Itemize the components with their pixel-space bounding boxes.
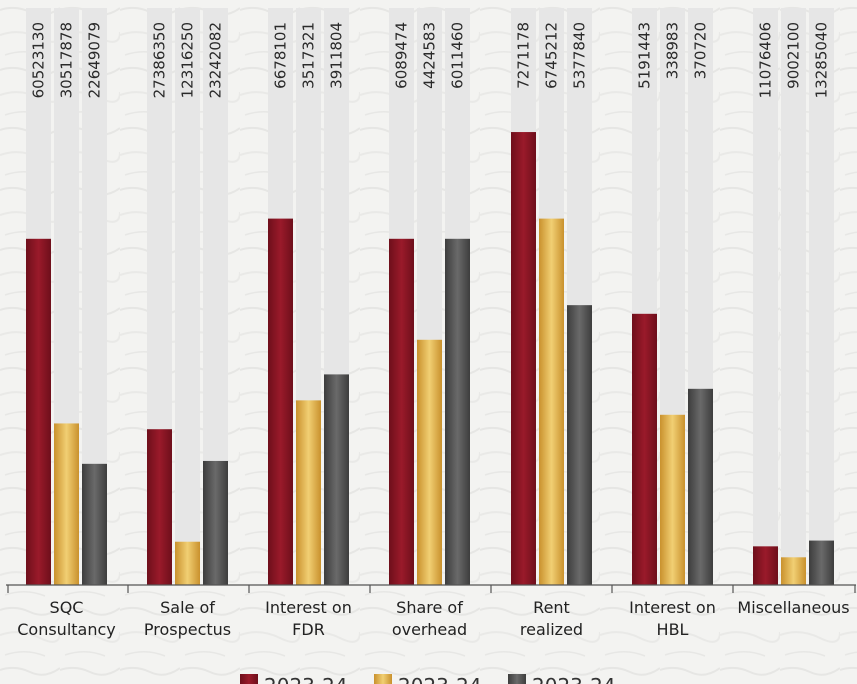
bar-0-0 [26,238,51,586]
value-label: 13285040 [813,22,831,98]
value-label: 5377840 [571,22,589,89]
value-label: 6745212 [543,22,561,89]
value-label: 9002100 [785,22,803,89]
category-label: Interest on FDR [265,598,352,639]
legend-swatch [240,674,258,684]
value-label: 338983 [664,22,682,79]
category-label: SQC Consultancy [17,598,116,639]
labels-layer: 60523130 30517878 22649079 27386350 12316250… [30,22,831,98]
bars-layer [26,8,834,586]
bar-4-0 [511,132,536,585]
category-label: Share of overhead [392,598,467,639]
bar-track [753,8,778,585]
bar-5-0 [632,313,657,585]
bar-6-2 [809,540,834,585]
value-label: 370720 [692,22,710,79]
bar-3-1 [417,339,442,585]
value-label: 6678101 [272,22,290,89]
x-axis: SQC Consultancy Sale of Prospectus Interest … [6,584,856,639]
bar-1-1 [175,541,200,585]
category-label: Sale of Prospectus [144,598,231,639]
legend-swatch [374,674,392,684]
bar-1-0 [147,429,172,585]
bar-6-1 [781,557,806,585]
value-label: 5191443 [636,22,654,89]
category-label: Interest on HBL [629,598,716,639]
bar-5-2 [688,388,713,585]
bar-6-0 [753,546,778,585]
value-label: 11076406 [757,22,775,98]
bar-3-2 [445,238,470,586]
category-label: Miscellaneous [737,598,849,617]
category-label: Rent realized [520,598,583,639]
value-label: 60523130 [30,22,48,98]
value-label: 4424583 [421,22,439,89]
legend-label: 2023-24 [398,674,482,684]
value-label: 23242082 [207,22,225,98]
value-label: 30517878 [58,22,76,98]
value-label: 27386350 [151,22,169,98]
value-label: 6089474 [393,22,411,89]
legend-label: 2023-24 [532,674,616,684]
value-label: 12316250 [179,22,197,98]
bar-track [781,8,806,585]
value-label: 6011460 [449,22,467,89]
bar-2-0 [268,218,293,586]
legend-label: 2023-24 [264,674,348,684]
value-label: 22649079 [86,22,104,98]
bar-2-2 [324,374,349,585]
bar-3-0 [389,238,414,586]
value-label: 3911804 [328,22,346,89]
bar-4-2 [567,305,592,585]
bar-0-1 [54,423,79,585]
bar-1-2 [203,460,228,585]
value-label: 7271178 [515,22,533,89]
legend-swatch [508,674,526,684]
bar-4-1 [539,218,564,586]
bar-track [809,8,834,585]
legend: 2023-24 2023-24 2023-24 [240,674,616,684]
value-label: 3517321 [300,22,318,89]
bar-track [175,8,200,585]
bar-2-1 [296,400,321,585]
bar-5-1 [660,414,685,585]
bar-0-2 [82,463,107,585]
